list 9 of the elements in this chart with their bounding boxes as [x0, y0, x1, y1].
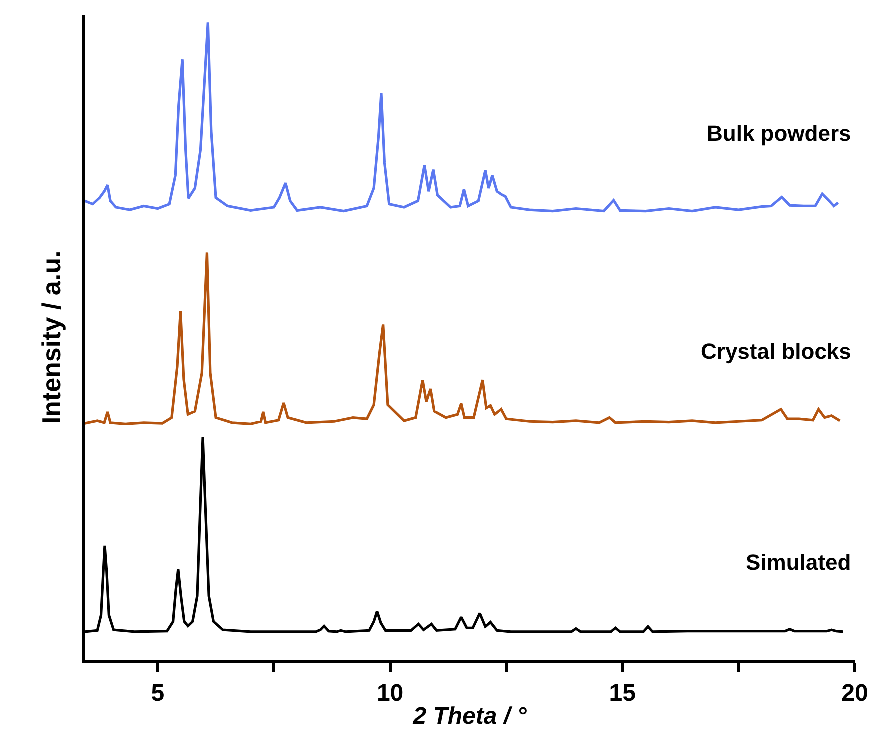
y-axis-title: Intensity / a.u. — [36, 250, 66, 424]
x-axis-title: 2 Theta / ° — [412, 703, 528, 730]
text: Simulated — [746, 550, 852, 575]
text: Crystal blocks — [701, 339, 852, 364]
x-tick-label: 5 — [151, 680, 165, 707]
x-tick-label: 20 — [842, 680, 868, 707]
x-tick-label: 10 — [376, 680, 404, 707]
x-tick-label: 15 — [609, 680, 636, 707]
text: Bulk powders — [707, 121, 852, 146]
